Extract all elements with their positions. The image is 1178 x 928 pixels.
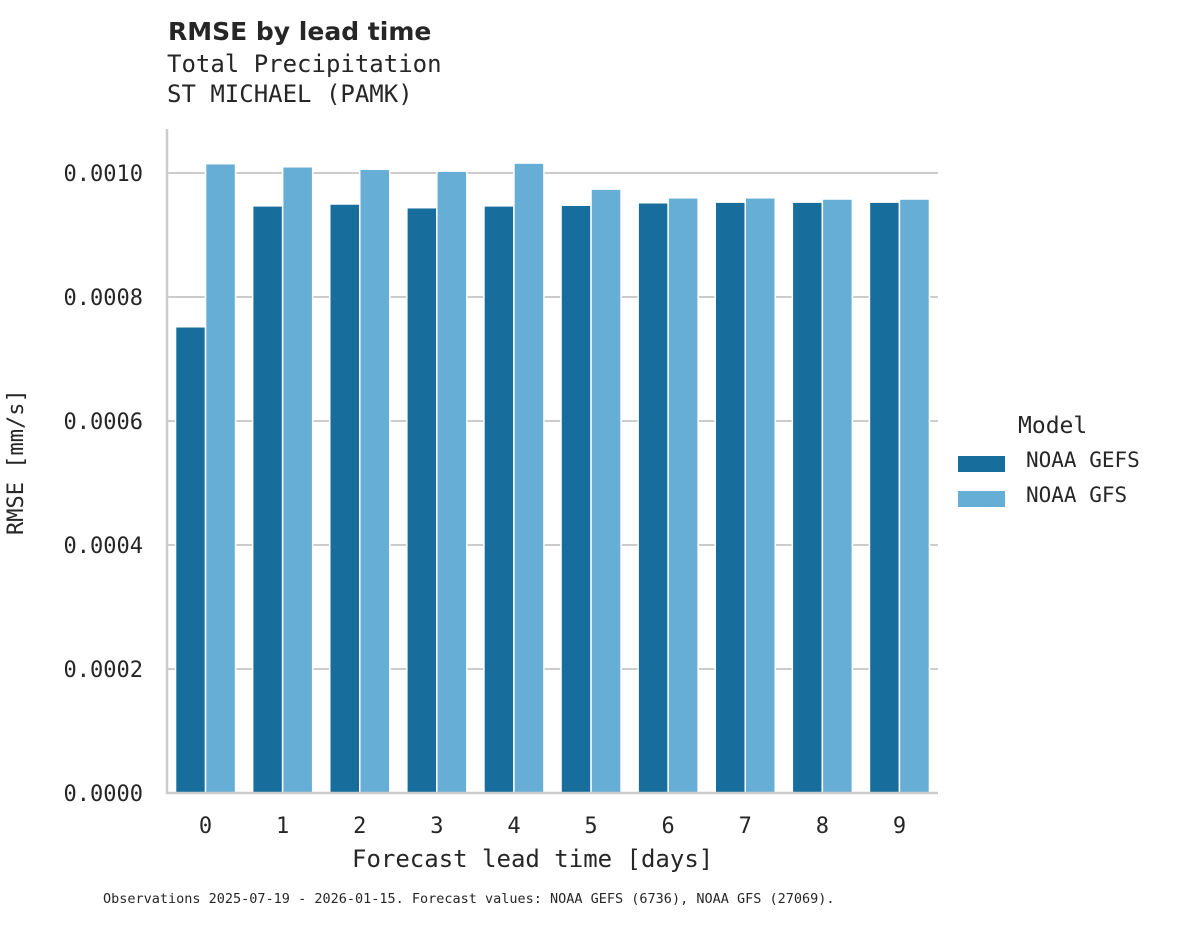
legend-item-gfs: NOAA GFS	[958, 483, 1158, 513]
chart-title: RMSE by lead time	[168, 17, 432, 46]
y-tick-label: 0.0002	[64, 658, 143, 683]
x-tick-label: 7	[739, 814, 752, 839]
x-tick-label: 3	[430, 814, 443, 839]
bar-gfs-4	[513, 162, 545, 794]
x-tick-label: 6	[662, 814, 675, 839]
x-tick-label: 4	[507, 814, 520, 839]
chart-subtitle-station: ST MICHAEL (PAMK)	[167, 80, 413, 108]
footer-note: Observations 2025-07-19 - 2026-01-15. Fo…	[103, 891, 835, 907]
bar-gfs-3	[436, 170, 468, 794]
x-tick-label: 2	[353, 814, 366, 839]
y-tick-label: 0.0000	[64, 782, 143, 807]
bar-gefs-9	[868, 201, 901, 794]
bar-gfs-6	[667, 197, 699, 794]
bar-gfs-0	[204, 162, 237, 794]
bar-gefs-4	[483, 205, 515, 794]
legend-swatch-gfs	[958, 491, 1005, 507]
legend-item-gefs: NOAA GEFS	[958, 448, 1158, 478]
x-tick-label: 0	[199, 814, 212, 839]
legend-title: Model	[1018, 413, 1088, 439]
bar-gefs-1	[251, 205, 284, 794]
x-axis-label: Forecast lead time [days]	[352, 845, 714, 873]
bar-gefs-0	[174, 326, 207, 794]
y-tick-label: 0.0008	[64, 286, 143, 311]
x-tick-label: 8	[816, 814, 829, 839]
bar-gfs-5	[590, 188, 622, 794]
x-tick-label: 5	[584, 814, 597, 839]
bar-gefs-8	[791, 201, 824, 794]
bar-gefs-7	[714, 201, 746, 794]
legend-swatch-gefs	[958, 456, 1005, 472]
x-tick-label: 9	[893, 814, 906, 839]
bar-gfs-8	[821, 198, 854, 794]
bar-gfs-1	[281, 166, 314, 794]
bar-gfs-2	[359, 168, 391, 794]
bar-gefs-2	[329, 203, 361, 794]
bar-gfs-7	[744, 197, 776, 794]
y-tick-label: 0.0006	[64, 410, 143, 435]
chart-subtitle-variable: Total Precipitation	[167, 50, 442, 78]
bar-gfs-9	[898, 198, 931, 794]
x-tick-label: 1	[276, 814, 289, 839]
y-tick-label: 0.0010	[64, 162, 143, 187]
bar-gefs-6	[637, 202, 669, 794]
y-tick-label: 0.0004	[64, 534, 143, 559]
bar-gefs-5	[560, 204, 592, 794]
bar-gefs-3	[406, 206, 438, 794]
